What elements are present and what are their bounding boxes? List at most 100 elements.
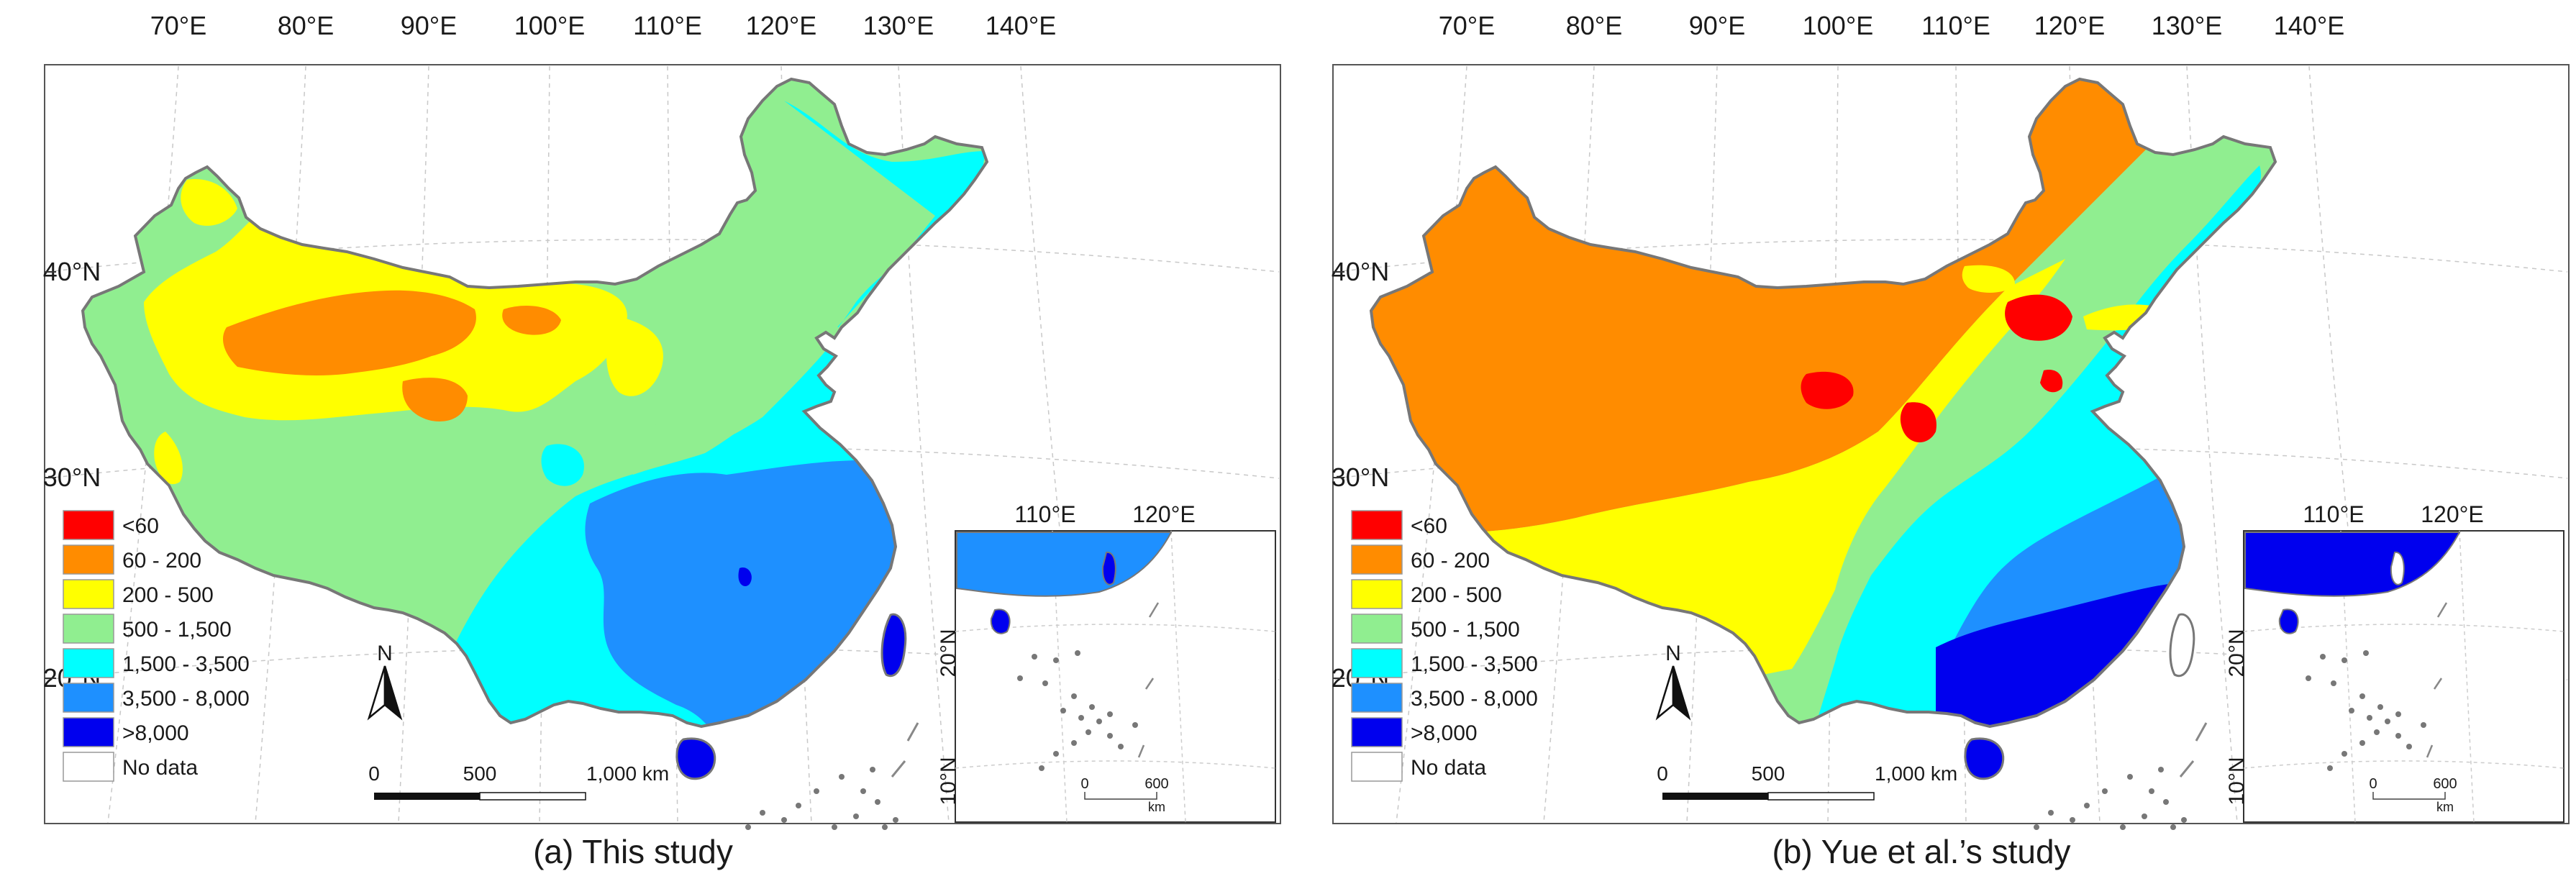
island-line bbox=[891, 760, 906, 778]
inset-scale-label: 0 bbox=[1080, 776, 1088, 792]
legend-swatch bbox=[63, 579, 114, 609]
inset-island-dot bbox=[2385, 719, 2390, 724]
legend-swatch bbox=[1351, 648, 1403, 678]
value-region bbox=[541, 444, 584, 486]
legend-label: 200 - 500 bbox=[1411, 583, 1502, 607]
inset-island-dot bbox=[2327, 765, 2333, 771]
inset-taiwan bbox=[2390, 551, 2405, 585]
inset-scale-label: km bbox=[2436, 800, 2454, 814]
scale-label: 500 bbox=[1752, 762, 1785, 785]
inset-island-dot bbox=[2377, 704, 2383, 710]
lon-label: 80°E bbox=[278, 11, 334, 40]
inset-island-dot bbox=[2341, 751, 2347, 757]
lon-label: 100°E bbox=[1803, 11, 1873, 40]
island-dot bbox=[2070, 817, 2075, 823]
island-dot bbox=[2102, 788, 2108, 794]
inset-island-dot bbox=[2395, 711, 2401, 717]
island-line bbox=[906, 722, 919, 742]
legend-swatch bbox=[1351, 579, 1403, 609]
island-dot bbox=[853, 813, 859, 819]
hainan-island bbox=[1964, 737, 2005, 780]
lon-label: 140°E bbox=[986, 11, 1056, 40]
legend-label: 500 - 1,500 bbox=[1411, 618, 1520, 642]
inset-scale-bar bbox=[1084, 792, 1157, 800]
inset-island-dot bbox=[1039, 765, 1044, 771]
map-caption: (b) Yue et al.’s study bbox=[1772, 833, 2070, 870]
inset-scale-label: 600 bbox=[1144, 776, 1168, 792]
inset-label: 20°N bbox=[2225, 629, 2249, 677]
island-dot bbox=[2158, 767, 2164, 772]
island-dot bbox=[2163, 799, 2169, 805]
scale-label: 0 bbox=[1657, 762, 1668, 785]
legend-swatch bbox=[1351, 510, 1403, 540]
legend-label: >8,000 bbox=[122, 721, 189, 745]
legend-label: No data bbox=[1411, 756, 1486, 780]
inset-meridian bbox=[1052, 530, 1068, 823]
island-dot bbox=[2048, 810, 2054, 816]
lon-label: 100°E bbox=[514, 11, 585, 40]
inset-hainan bbox=[2278, 608, 2299, 634]
island-dot bbox=[2120, 824, 2126, 830]
lon-label: 70°E bbox=[150, 11, 206, 40]
inset-parallel bbox=[955, 760, 1276, 769]
value-region bbox=[606, 316, 663, 396]
inset-label: 120°E bbox=[2421, 501, 2484, 527]
inset-island-dot bbox=[1071, 693, 1077, 699]
legend-swatch bbox=[63, 752, 114, 782]
inset-map bbox=[955, 530, 1276, 823]
inset-label: 110°E bbox=[1014, 501, 1075, 527]
north-label: N bbox=[377, 642, 393, 665]
lon-label: 90°E bbox=[1689, 11, 1745, 40]
legend-label: 1,500 - 3,500 bbox=[122, 652, 250, 676]
inset-island-dot bbox=[1032, 654, 1037, 660]
value-region bbox=[2040, 370, 2063, 393]
taiwan-island bbox=[880, 613, 907, 678]
legend-swatch bbox=[63, 648, 114, 678]
inset-island-dot bbox=[2341, 657, 2347, 663]
lon-label: 110°E bbox=[633, 11, 702, 40]
value-region bbox=[1801, 371, 1854, 409]
inset-island-dot bbox=[2331, 680, 2336, 686]
island-dot bbox=[875, 799, 880, 805]
legend-swatch bbox=[1351, 683, 1403, 713]
inset-island-dot bbox=[1075, 650, 1080, 656]
inset-meridian bbox=[2459, 530, 2475, 823]
legend-swatch bbox=[1351, 544, 1403, 575]
inset-island-line bbox=[2426, 744, 2434, 758]
map-content: 70°E 80°E 90°E 100°E 110°E 120°E 130°E 140°E40°… bbox=[43, 11, 1281, 830]
inset-island-line bbox=[1137, 744, 1145, 758]
legend-label: 1,500 - 3,500 bbox=[1411, 652, 1538, 676]
inset-island-dot bbox=[2367, 715, 2372, 721]
legend-label: <60 bbox=[122, 514, 159, 538]
lon-label: 140°E bbox=[2274, 11, 2344, 40]
inset-meridian bbox=[2340, 530, 2356, 823]
inset-hainan bbox=[990, 608, 1011, 634]
island-dot bbox=[2142, 813, 2147, 819]
lon-label: 130°E bbox=[2152, 11, 2222, 40]
lon-label: 70°E bbox=[1439, 11, 1495, 40]
inset-island-dot bbox=[1017, 675, 1023, 681]
inset-island-dot bbox=[1107, 733, 1113, 739]
inset-island-dot bbox=[1071, 740, 1077, 746]
value-region bbox=[223, 290, 476, 375]
inset-mainland bbox=[2244, 532, 2461, 597]
legend-label: >8,000 bbox=[1411, 721, 1478, 745]
inset-parallel bbox=[2243, 760, 2564, 769]
inset-island-dot bbox=[2406, 744, 2412, 749]
legend-swatch bbox=[1351, 614, 1403, 644]
legend-swatch bbox=[63, 544, 114, 575]
scale-label: 0 bbox=[368, 762, 380, 785]
legend-swatch bbox=[63, 614, 114, 644]
scale-bar-light bbox=[479, 792, 586, 801]
island-dot bbox=[2127, 774, 2133, 780]
inset-island-dot bbox=[1096, 719, 1102, 724]
island-dot bbox=[2149, 788, 2154, 794]
inset-island-dot bbox=[2374, 729, 2380, 735]
legend-label: 200 - 500 bbox=[122, 583, 214, 607]
legend-label: <60 bbox=[1411, 514, 1447, 538]
taiwan-island bbox=[2169, 613, 2195, 678]
inset-scale-label: 600 bbox=[2433, 776, 2457, 792]
inset-island-dot bbox=[2359, 740, 2365, 746]
inset-label: 110°E bbox=[2303, 501, 2364, 527]
inset-island-dot bbox=[2349, 708, 2354, 714]
